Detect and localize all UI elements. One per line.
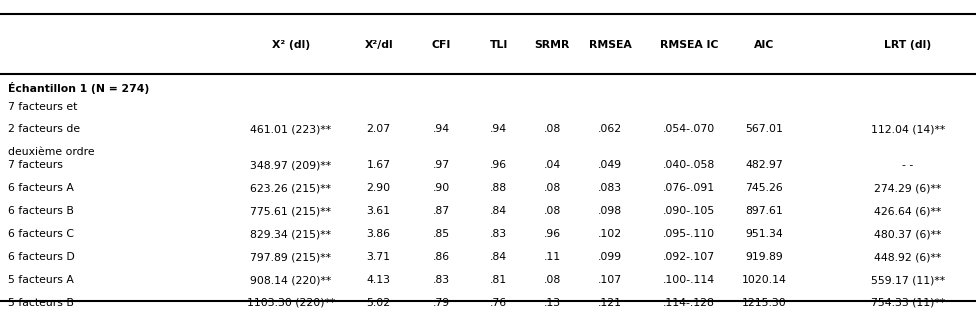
Text: .87: .87 [432, 206, 450, 216]
Text: 919.89: 919.89 [746, 252, 783, 262]
Text: .04: .04 [544, 160, 561, 171]
Text: .049: .049 [598, 160, 622, 171]
Text: 951.34: 951.34 [746, 229, 783, 239]
Text: 829.34 (215)**: 829.34 (215)** [251, 229, 331, 239]
Text: .095-.110: .095-.110 [663, 229, 715, 239]
Text: 1103.30 (220)**: 1103.30 (220)** [247, 298, 335, 308]
Text: .96: .96 [490, 160, 508, 171]
Text: 448.92 (6)**: 448.92 (6)** [874, 252, 941, 262]
Text: 567.01: 567.01 [746, 124, 783, 134]
Text: .102: .102 [598, 229, 622, 239]
Text: .083: .083 [598, 183, 622, 193]
Text: 480.37 (6)**: 480.37 (6)** [874, 229, 942, 239]
Text: .114-.128: .114-.128 [663, 298, 715, 308]
Text: 1215.30: 1215.30 [742, 298, 787, 308]
Text: 6 facteurs A: 6 facteurs A [8, 183, 73, 193]
Text: 2 facteurs de: 2 facteurs de [8, 124, 80, 134]
Text: 6 facteurs C: 6 facteurs C [8, 229, 74, 239]
Text: .062: .062 [598, 124, 622, 134]
Text: .092-.107: .092-.107 [663, 252, 715, 262]
Text: .96: .96 [544, 229, 561, 239]
Text: .86: .86 [432, 252, 450, 262]
Text: .83: .83 [432, 275, 450, 285]
Text: 3.86: 3.86 [367, 229, 390, 239]
Text: .100-.114: .100-.114 [663, 275, 715, 285]
Text: .107: .107 [598, 275, 622, 285]
Text: - -: - - [902, 160, 914, 171]
Text: .76: .76 [490, 298, 508, 308]
Text: .94: .94 [490, 124, 508, 134]
Text: .94: .94 [432, 124, 450, 134]
Text: .098: .098 [598, 206, 622, 216]
Text: 559.17 (11)**: 559.17 (11)** [871, 275, 945, 285]
Text: 908.14 (220)**: 908.14 (220)** [250, 275, 332, 285]
Text: .83: .83 [490, 229, 508, 239]
Text: .85: .85 [432, 229, 450, 239]
Text: 5.02: 5.02 [367, 298, 390, 308]
Text: .076-.091: .076-.091 [663, 183, 715, 193]
Text: .121: .121 [598, 298, 622, 308]
Text: 897.61: 897.61 [746, 206, 783, 216]
Text: 348.97 (209)**: 348.97 (209)** [250, 160, 332, 171]
Text: .11: .11 [544, 252, 561, 262]
Text: LRT (dl): LRT (dl) [884, 40, 931, 50]
Text: 7 facteurs: 7 facteurs [8, 160, 62, 171]
Text: 4.13: 4.13 [367, 275, 390, 285]
Text: .08: .08 [544, 206, 561, 216]
Text: .040-.058: .040-.058 [663, 160, 715, 171]
Text: 754.33 (11)**: 754.33 (11)** [871, 298, 945, 308]
Text: .81: .81 [490, 275, 508, 285]
Text: Échantillon 1 (N = 274): Échantillon 1 (N = 274) [8, 82, 149, 94]
Text: 2.90: 2.90 [367, 183, 390, 193]
Text: 461.01 (223)**: 461.01 (223)** [250, 124, 332, 134]
Text: .090-.105: .090-.105 [663, 206, 715, 216]
Text: 426.64 (6)**: 426.64 (6)** [874, 206, 941, 216]
Text: 482.97: 482.97 [746, 160, 783, 171]
Text: X² (dl): X² (dl) [271, 40, 310, 50]
Text: 2.07: 2.07 [367, 124, 390, 134]
Text: 745.26: 745.26 [746, 183, 783, 193]
Text: TLI: TLI [490, 40, 508, 50]
Text: .90: .90 [432, 183, 450, 193]
Text: X²/dl: X²/dl [364, 40, 393, 50]
Text: .08: .08 [544, 275, 561, 285]
Text: 3.71: 3.71 [367, 252, 390, 262]
Text: 7 facteurs et: 7 facteurs et [8, 102, 77, 112]
Text: SRMR: SRMR [535, 40, 570, 50]
Text: 1020.14: 1020.14 [742, 275, 787, 285]
Text: .97: .97 [432, 160, 450, 171]
Text: 797.89 (215)**: 797.89 (215)** [251, 252, 331, 262]
Text: .08: .08 [544, 124, 561, 134]
Text: CFI: CFI [431, 40, 451, 50]
Text: 3.61: 3.61 [367, 206, 390, 216]
Text: 775.61 (215)**: 775.61 (215)** [251, 206, 331, 216]
Text: deuxième ordre: deuxième ordre [8, 147, 95, 157]
Text: .84: .84 [490, 206, 508, 216]
Text: 623.26 (215)**: 623.26 (215)** [251, 183, 331, 193]
Text: 274.29 (6)**: 274.29 (6)** [874, 183, 941, 193]
Text: 112.04 (14)**: 112.04 (14)** [871, 124, 945, 134]
Text: 5 facteurs A: 5 facteurs A [8, 275, 73, 285]
Text: .13: .13 [544, 298, 561, 308]
Text: AIC: AIC [754, 40, 774, 50]
Text: .054-.070: .054-.070 [663, 124, 715, 134]
Text: RMSEA IC: RMSEA IC [660, 40, 718, 50]
Text: .88: .88 [490, 183, 508, 193]
Text: 6 facteurs B: 6 facteurs B [8, 206, 73, 216]
Text: .099: .099 [598, 252, 622, 262]
Text: 6 facteurs D: 6 facteurs D [8, 252, 74, 262]
Text: .08: .08 [544, 183, 561, 193]
Text: .79: .79 [432, 298, 450, 308]
Text: 1.67: 1.67 [367, 160, 390, 171]
Text: .84: .84 [490, 252, 508, 262]
Text: RMSEA: RMSEA [589, 40, 631, 50]
Text: 5 facteurs B: 5 facteurs B [8, 298, 73, 308]
